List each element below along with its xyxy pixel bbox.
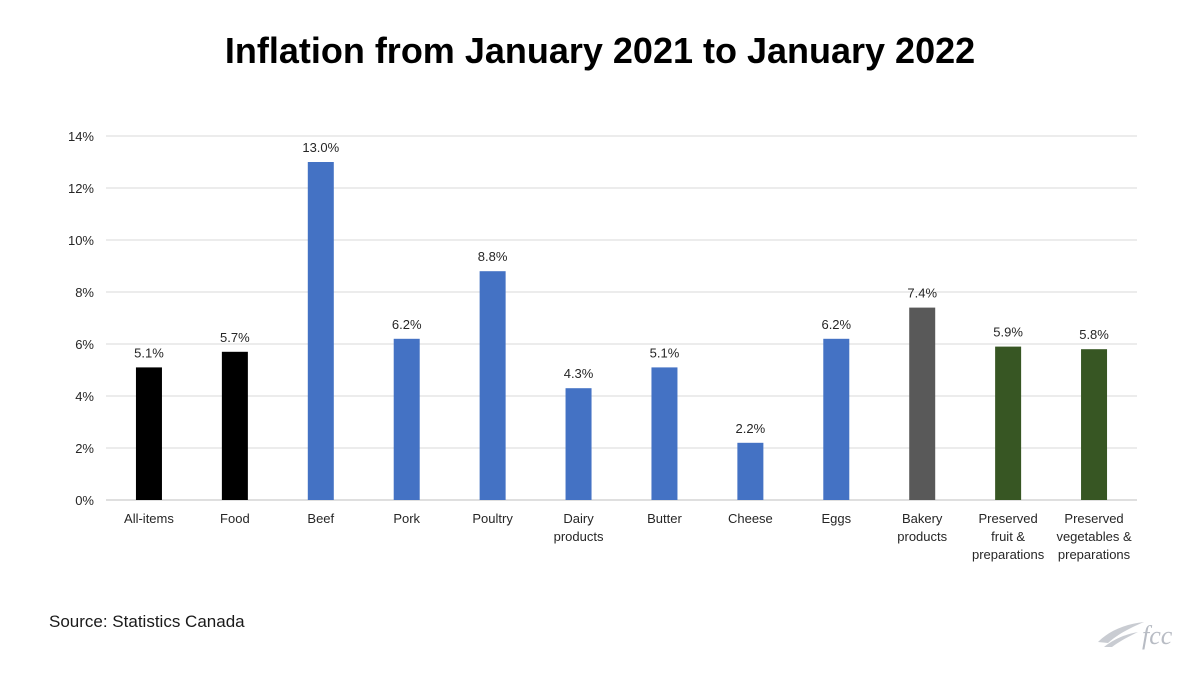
x-axis-ticks: All-items Food Beef Pork Poultry Dairy product… [124,511,1132,562]
bar [737,442,764,500]
logo-text: fcc [1142,621,1173,650]
x-tick-label: Pork [393,511,420,526]
data-label: 5.8% [1079,327,1109,342]
x-tick-label: Preserved vegetables & preparations [1056,511,1131,562]
data-label: 5.1% [650,345,680,360]
y-tick-label: 14% [68,129,94,144]
bar [135,367,162,500]
x-tick-label: Poultry [472,511,513,526]
x-tick-label: All-items [124,511,174,526]
data-label: 4.3% [564,366,594,381]
bar [651,367,678,500]
fcc-logo-icon: fcc [1098,621,1173,650]
x-tick-label: Bakery products [897,511,947,544]
y-tick-label: 10% [68,233,94,248]
data-label: 6.2% [821,317,851,332]
x-tick-label: Dairy products [554,511,604,544]
y-tick-label: 8% [75,285,94,300]
y-axis-ticks: 0% 2% 4% 6% 8% 10% 12% 14% [68,129,94,508]
data-label: 5.7% [220,330,250,345]
x-tick-label: Preserved fruit & preparations [972,511,1045,562]
gridlines [106,135,1137,501]
y-tick-label: 2% [75,441,94,456]
bar [909,307,936,500]
data-label: 13.0% [302,140,339,155]
bar [995,346,1022,500]
bar [307,162,334,500]
x-tick-label: Butter [647,511,682,526]
data-label: 5.1% [134,345,164,360]
y-tick-label: 4% [75,389,94,404]
data-label: 6.2% [392,317,422,332]
data-label: 5.9% [993,325,1023,340]
x-tick-label: Beef [307,511,334,526]
bars [135,162,1108,500]
y-tick-label: 12% [68,181,94,196]
data-labels: 5.1% 5.7% 13.0% 6.2% 8.8% 4.3% 5.1% 2.2% 6.2% 7.4… [134,140,1109,436]
bar [221,351,248,500]
bar [823,338,850,500]
x-tick-label: Food [220,511,250,526]
data-label: 7.4% [907,286,937,301]
bar [393,338,420,500]
bar [565,388,592,500]
y-tick-label: 6% [75,337,94,352]
data-label: 8.8% [478,249,508,264]
source-note: Source: Statistics Canada [49,612,245,631]
x-tick-label: Cheese [728,511,773,526]
bar [1081,349,1108,500]
y-tick-label: 0% [75,493,94,508]
data-label: 2.2% [736,421,766,436]
chart-title: Inflation from January 2021 to January 2… [224,30,976,71]
x-tick-label: Eggs [821,511,851,526]
bar [479,271,506,500]
